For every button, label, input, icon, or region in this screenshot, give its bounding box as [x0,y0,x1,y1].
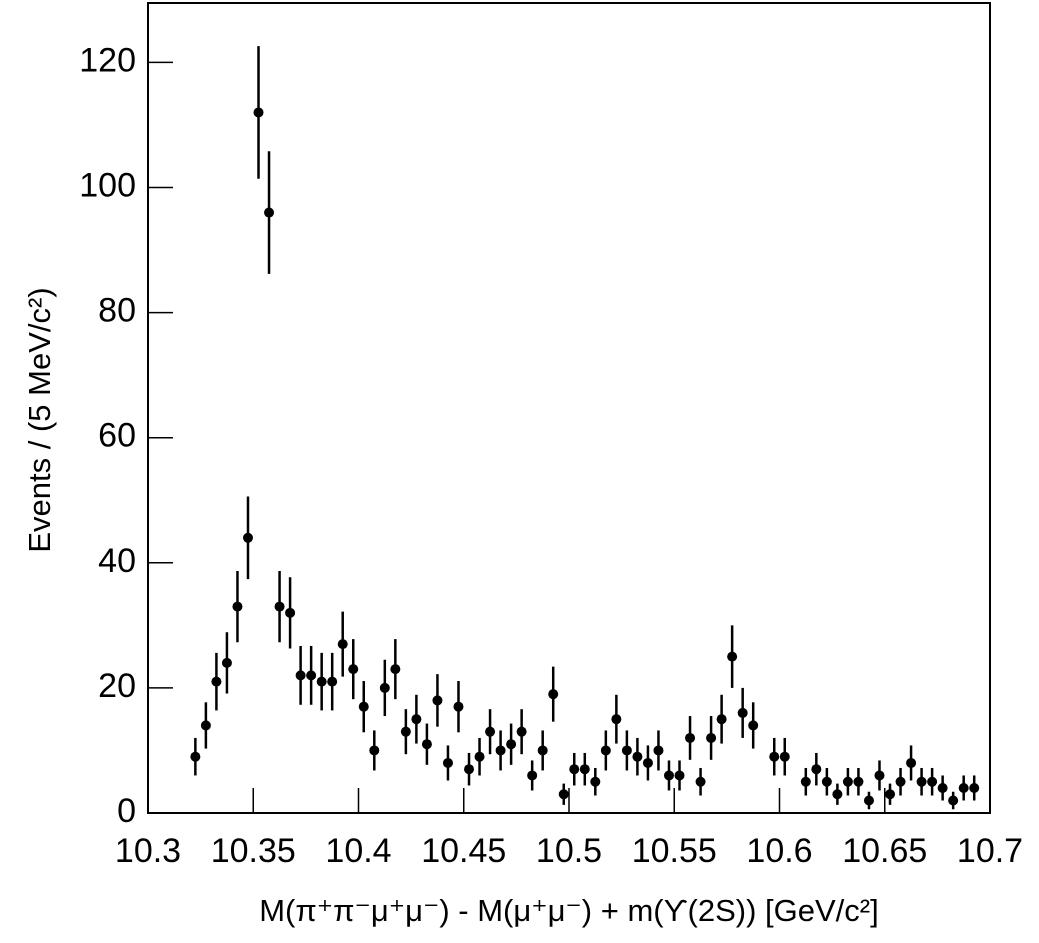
data-point [895,776,906,787]
data-point [190,751,201,762]
data-point [327,676,338,687]
data-point [285,607,296,618]
data-point [885,789,896,800]
data-point [264,207,275,218]
x-tick-label: 10.7 [957,832,1023,870]
data-point [695,776,706,787]
x-tick-label: 10.35 [211,832,296,870]
data-point [442,757,453,768]
data-point [569,764,580,775]
y-tick-label: 80 [98,292,136,330]
data-point [800,776,811,787]
x-tick-label: 10.6 [746,832,812,870]
plot-frame [147,2,991,814]
data-point [642,757,653,768]
x-tick-label: 10.65 [842,832,927,870]
data-point [927,776,938,787]
data-point [779,751,790,762]
data-point [727,651,738,662]
x-tick-label: 10.5 [536,832,602,870]
data-point [579,764,590,775]
data-point [842,776,853,787]
data-point [706,732,717,743]
y-tick-label: 60 [98,417,136,455]
data-point [632,751,643,762]
data-point [348,664,359,675]
data-point [863,795,874,806]
data-point [537,745,548,756]
data-point [600,745,611,756]
data-point [358,701,369,712]
data-point [242,532,253,543]
data-point [379,682,390,693]
data-point [390,664,401,675]
data-point [663,770,674,781]
y-tick-label: 0 [117,792,136,830]
y-axis-title: Events / (5 MeV/c²) [22,287,57,552]
data-point [495,745,506,756]
x-tick-label: 10.55 [632,832,717,870]
data-point [411,714,422,725]
data-point [474,751,485,762]
data-point [916,776,927,787]
data-point [874,770,885,781]
data-point [316,676,327,687]
data-point [937,782,948,793]
data-point [737,707,748,718]
data-point [906,757,917,768]
data-point [200,720,211,731]
data-point [948,795,959,806]
data-point [769,751,780,762]
data-point [369,745,380,756]
data-point [506,739,517,750]
data-point [969,782,980,793]
data-point [853,776,864,787]
data-point [821,776,832,787]
y-tick-label: 20 [98,667,136,705]
data-point [232,601,243,612]
data-point [485,726,496,737]
data-point [253,107,264,118]
data-point [464,764,475,775]
x-tick-label: 10.45 [421,832,506,870]
data-point [685,732,696,743]
data-point [211,676,222,687]
data-point [590,776,601,787]
data-point [811,764,822,775]
data-point [548,689,559,700]
data-point [516,726,527,737]
data-point [611,714,622,725]
x-axis-title: M(π⁺π⁻μ⁺μ⁻) - M(μ⁺μ⁻) + m(ϒ(2S)) [GeV/c²… [259,893,879,928]
data-point [653,745,664,756]
y-tick-label: 100 [79,167,136,205]
x-tick-label: 10.3 [115,832,181,870]
data-point [748,720,759,731]
data-point [674,770,685,781]
data-point [295,670,306,681]
data-point [527,770,538,781]
data-point [221,657,232,668]
data-point [716,714,727,725]
data-point [400,726,411,737]
data-point [306,670,317,681]
data-point [421,739,432,750]
x-tick-label: 10.4 [325,832,391,870]
data-point [337,639,348,650]
data-point [453,701,464,712]
data-point [274,601,285,612]
y-tick-label: 120 [79,41,136,79]
y-tick-label: 40 [98,542,136,580]
data-point [621,745,632,756]
data-point [432,695,443,706]
data-point [958,782,969,793]
data-point [558,789,569,800]
data-point [832,789,843,800]
